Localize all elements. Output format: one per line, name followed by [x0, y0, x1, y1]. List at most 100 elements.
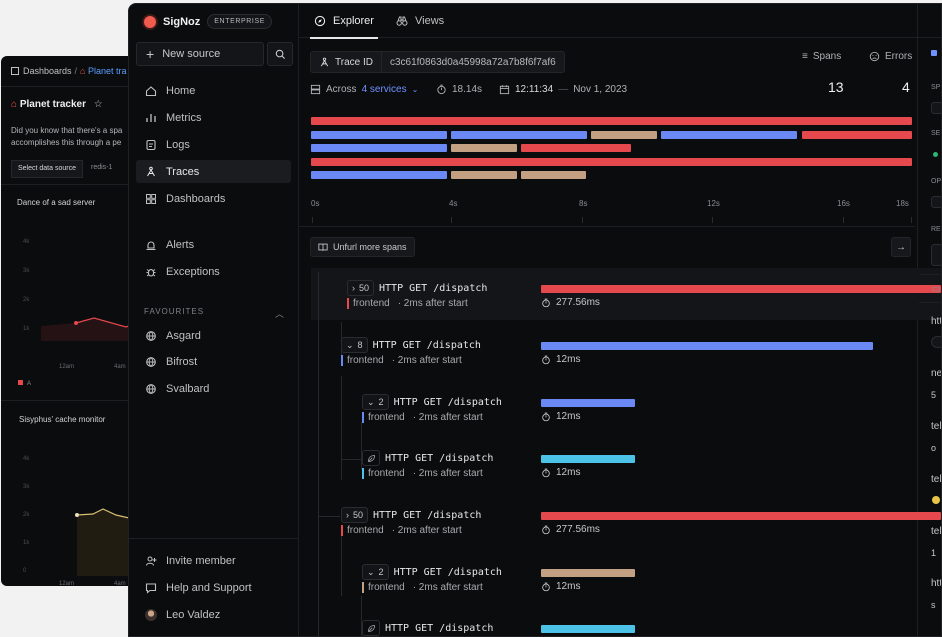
span-duration-bar[interactable]: [541, 342, 873, 350]
breadcrumb-current[interactable]: ⌂ Planet tra: [80, 66, 127, 76]
span-operation: HTTP GET /dispatch: [385, 622, 494, 634]
chevron-right-icon: ›: [352, 283, 355, 293]
star-icon[interactable]: ☆: [93, 99, 103, 110]
globe-icon: [146, 356, 156, 367]
detail-label: RE: [931, 226, 941, 233]
signoz-app: SigNoz ENTERPRISE + New source Home Metr…: [128, 3, 942, 637]
scroll-icon: [146, 139, 156, 150]
span-duration-bar[interactable]: [541, 455, 635, 463]
home-icon: [145, 85, 157, 96]
span-operation: HTTP GET /dispatch: [372, 339, 481, 351]
search-button[interactable]: [267, 42, 293, 66]
y-tick: 1k: [23, 540, 30, 546]
invite-member-button[interactable]: Invite member: [136, 549, 291, 572]
services-summary[interactable]: Across 4 services ⌄: [310, 84, 418, 95]
new-source-button[interactable]: + New source: [136, 42, 264, 66]
top-tabs: Explorer Views: [299, 4, 941, 39]
span-toggle-button[interactable]: › 50: [341, 507, 369, 523]
span-subtitle: frontend · 2ms after start: [362, 582, 483, 593]
child-count: 2: [378, 567, 384, 577]
detail-chip[interactable]: [931, 102, 941, 114]
tab-views[interactable]: Views: [396, 4, 444, 38]
arrow-right-button[interactable]: →: [891, 237, 911, 257]
compass-icon: [314, 15, 326, 27]
user-menu[interactable]: Leo Valdez: [136, 603, 291, 626]
chevron-down-icon: ⌄: [367, 566, 375, 577]
comment-icon[interactable]: ▭: [931, 284, 941, 295]
trace-id-field[interactable]: Trace ID c3c61f0863d0a45998a72a7b8f6f7af…: [310, 51, 565, 73]
nav-alerts[interactable]: Alerts: [136, 233, 291, 256]
nav-traces[interactable]: Traces: [136, 160, 291, 183]
detail-label: SE: [931, 130, 941, 137]
favourite-bifrost[interactable]: Bifrost: [136, 350, 291, 373]
list-icon: ≡: [802, 51, 808, 62]
nav-logs[interactable]: Logs: [136, 133, 291, 156]
nav-exceptions[interactable]: Exceptions: [136, 260, 291, 283]
breadcrumb-root[interactable]: Dashboards: [23, 66, 72, 76]
y-tick: 4k: [23, 456, 30, 462]
span-toggle-button[interactable]: › 50: [347, 280, 375, 296]
span-name[interactable]: HTTP GET /dispatch: [362, 620, 493, 636]
brand-name: SigNoz: [163, 15, 201, 28]
x-tick: 4am: [114, 364, 126, 370]
span-duration-bar[interactable]: [541, 285, 941, 293]
chevron-down-icon: ⌄: [367, 396, 375, 407]
favourites-header[interactable]: FAVOURITES ︿: [144, 307, 284, 319]
child-count: 8: [357, 340, 363, 350]
nav-label: Dashboards: [166, 192, 226, 205]
span-duration-bar[interactable]: [541, 625, 635, 633]
span-duration-bar[interactable]: [541, 569, 635, 577]
detail-chip[interactable]: [931, 244, 941, 266]
errors-label: Errors: [869, 51, 912, 62]
data-source-select[interactable]: Select data source: [11, 160, 83, 178]
child-count: 50: [353, 510, 364, 520]
nav-label: Logs: [166, 138, 190, 151]
span-duration: 12ms: [541, 411, 580, 422]
favourite-asgard[interactable]: Asgard: [136, 324, 291, 347]
span-duration-bar[interactable]: [541, 512, 941, 520]
detail-chip[interactable]: [931, 196, 941, 208]
nav-label: Traces: [166, 165, 200, 178]
nav-dashboards[interactable]: Dashboards: [136, 187, 291, 210]
span-name[interactable]: › 50 HTTP GET /dispatch: [341, 507, 481, 523]
span-toggle-button[interactable]: ⌄ 2: [362, 394, 389, 410]
time-tick: 0s: [311, 199, 320, 208]
span-name[interactable]: HTTP GET /dispatch: [362, 450, 493, 466]
span-name[interactable]: ⌄ 2 HTTP GET /dispatch: [362, 564, 502, 580]
services-link[interactable]: 4 services: [361, 84, 407, 95]
trace-duration: 18.14s: [436, 84, 482, 95]
x-tick: 12am: [59, 364, 75, 370]
tab-explorer[interactable]: Explorer: [310, 4, 378, 39]
span-toggle-button[interactable]: ⌄ 2: [362, 564, 389, 580]
help-support-button[interactable]: Help and Support: [136, 576, 291, 599]
minimap-span-bar: [521, 171, 586, 179]
span-toggle-button[interactable]: ⌄ 8: [341, 337, 368, 353]
favourite-svalbard[interactable]: Svalbard: [136, 377, 291, 400]
span-operation: HTTP GET /dispatch: [379, 282, 488, 294]
server-icon: [310, 84, 321, 95]
span-service: frontend: [341, 355, 384, 366]
detail-label: OP: [931, 178, 942, 185]
siren-icon: [146, 241, 156, 250]
span-name[interactable]: ⌄ 8 HTTP GET /dispatch: [341, 337, 481, 353]
chart-title: Dance of a sad server: [17, 198, 96, 207]
grid-icon: [146, 193, 156, 204]
user-name: Leo Valdez: [166, 608, 221, 621]
span-operation: HTTP GET /dispatch: [393, 566, 502, 578]
nav-metrics[interactable]: Metrics: [136, 106, 291, 129]
nav-label: Metrics: [166, 111, 202, 124]
book-open-icon: [318, 243, 328, 251]
span-duration-bar[interactable]: [541, 399, 635, 407]
plan-badge: ENTERPRISE: [207, 14, 273, 29]
span-service: frontend: [362, 412, 405, 423]
span-operation: HTTP GET /dispatch: [393, 396, 502, 408]
chevron-down-icon: ⌄: [411, 85, 419, 94]
span-name[interactable]: › 50 HTTP GET /dispatch: [347, 280, 487, 296]
nav-home[interactable]: Home: [136, 79, 291, 102]
chevron-up-icon[interactable]: ︿: [274, 309, 284, 319]
minimap-span-bar: [451, 144, 517, 152]
data-source-value: redis-1: [91, 164, 113, 171]
span-name[interactable]: ⌄ 2 HTTP GET /dispatch: [362, 394, 502, 410]
trace-start-time: 12:11:34 — Nov 1, 2023: [499, 84, 627, 95]
unfurl-spans-button[interactable]: Unfurl more spans: [310, 237, 415, 257]
